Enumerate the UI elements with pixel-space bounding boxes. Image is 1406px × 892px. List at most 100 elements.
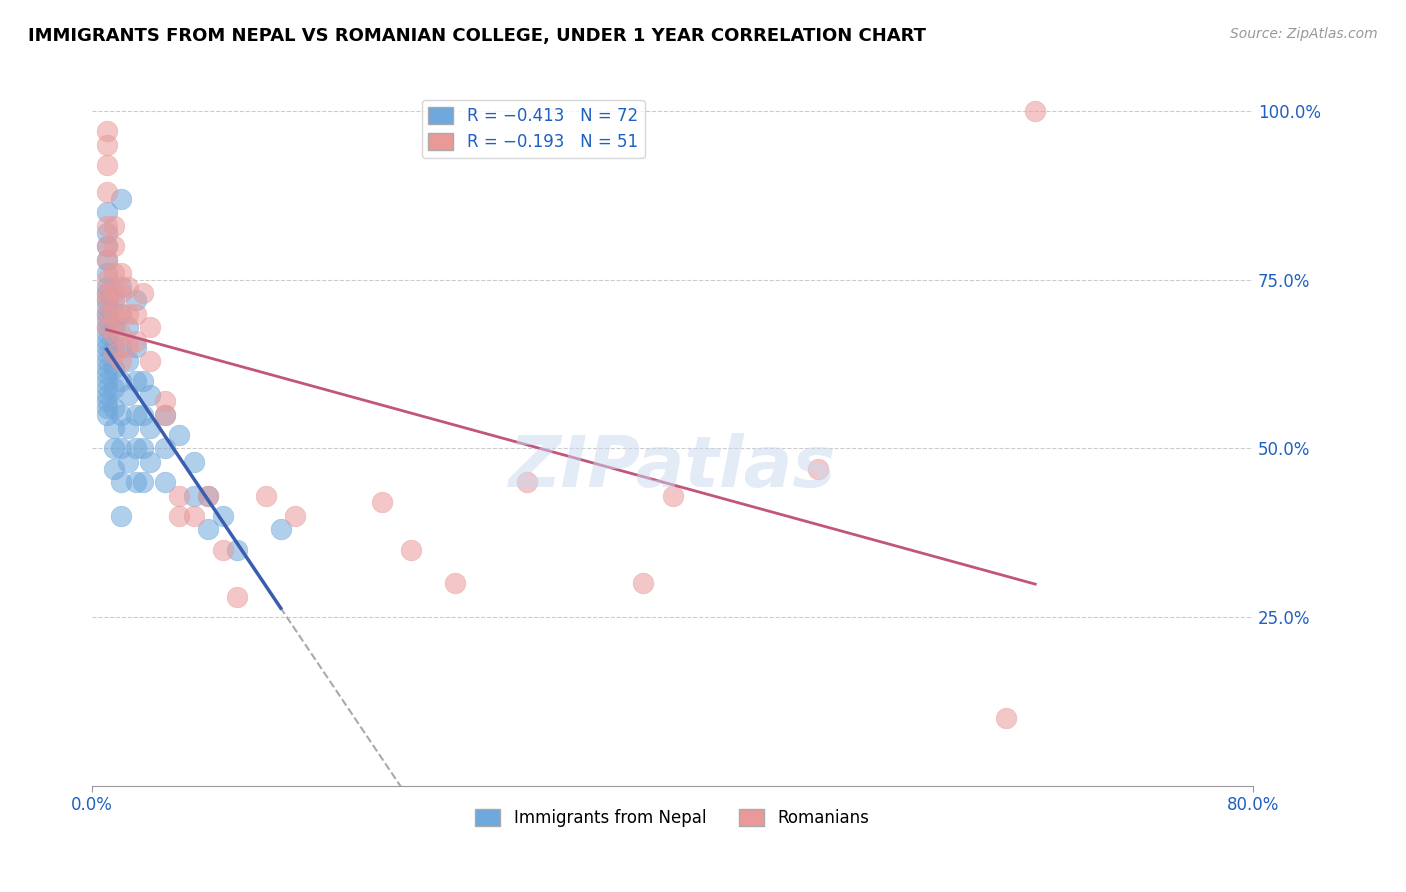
Point	[96, 394, 118, 409]
Point	[183, 455, 205, 469]
Point	[117, 455, 139, 469]
Point	[117, 387, 139, 401]
Point	[110, 408, 132, 422]
Point	[96, 124, 118, 138]
Point	[96, 408, 118, 422]
Point	[103, 326, 125, 341]
Point	[103, 360, 125, 375]
Point	[153, 475, 176, 490]
Point	[96, 266, 118, 280]
Point	[117, 353, 139, 368]
Point	[995, 711, 1018, 725]
Point	[96, 326, 118, 341]
Point	[125, 340, 148, 354]
Point	[110, 475, 132, 490]
Point	[110, 192, 132, 206]
Point	[197, 489, 219, 503]
Point	[117, 340, 139, 354]
Point	[125, 408, 148, 422]
Point	[96, 252, 118, 267]
Point	[661, 489, 683, 503]
Point	[96, 293, 118, 307]
Point	[96, 239, 118, 253]
Point	[117, 279, 139, 293]
Point	[110, 442, 132, 456]
Point	[96, 401, 118, 415]
Point	[103, 381, 125, 395]
Point	[110, 508, 132, 523]
Point	[132, 442, 155, 456]
Point	[103, 307, 125, 321]
Legend: Immigrants from Nepal, Romanians: Immigrants from Nepal, Romanians	[468, 803, 876, 834]
Point	[444, 576, 467, 591]
Point	[103, 461, 125, 475]
Point	[807, 461, 830, 475]
Point	[96, 226, 118, 240]
Point	[139, 387, 162, 401]
Point	[110, 326, 132, 341]
Point	[254, 489, 277, 503]
Point	[139, 320, 162, 334]
Point	[103, 347, 125, 361]
Point	[371, 495, 394, 509]
Point	[183, 489, 205, 503]
Point	[96, 347, 118, 361]
Point	[183, 508, 205, 523]
Point	[110, 266, 132, 280]
Point	[96, 219, 118, 233]
Text: ZIPatlas: ZIPatlas	[509, 433, 837, 501]
Point	[110, 286, 132, 301]
Point	[125, 334, 148, 348]
Point	[96, 273, 118, 287]
Point	[96, 320, 118, 334]
Point	[96, 300, 118, 314]
Point	[96, 252, 118, 267]
Point	[132, 286, 155, 301]
Text: Source: ZipAtlas.com: Source: ZipAtlas.com	[1230, 27, 1378, 41]
Point	[401, 542, 423, 557]
Point	[125, 442, 148, 456]
Point	[139, 353, 162, 368]
Point	[132, 408, 155, 422]
Point	[96, 137, 118, 152]
Point	[110, 307, 132, 321]
Point	[96, 368, 118, 382]
Point	[125, 293, 148, 307]
Point	[110, 279, 132, 293]
Point	[167, 428, 190, 442]
Point	[96, 279, 118, 293]
Point	[96, 185, 118, 199]
Point	[103, 442, 125, 456]
Point	[96, 387, 118, 401]
Point	[103, 320, 125, 334]
Point	[103, 239, 125, 253]
Point	[96, 353, 118, 368]
Point	[284, 508, 307, 523]
Point	[132, 374, 155, 388]
Point	[96, 205, 118, 219]
Point	[103, 293, 125, 307]
Point	[96, 381, 118, 395]
Point	[96, 286, 118, 301]
Point	[125, 475, 148, 490]
Point	[117, 320, 139, 334]
Point	[110, 307, 132, 321]
Point	[153, 408, 176, 422]
Point	[96, 158, 118, 172]
Point	[96, 307, 118, 321]
Point	[153, 394, 176, 409]
Point	[110, 374, 132, 388]
Point	[110, 340, 132, 354]
Point	[211, 542, 233, 557]
Point	[270, 523, 292, 537]
Text: IMMIGRANTS FROM NEPAL VS ROMANIAN COLLEGE, UNDER 1 YEAR CORRELATION CHART: IMMIGRANTS FROM NEPAL VS ROMANIAN COLLEG…	[28, 27, 927, 45]
Point	[110, 353, 132, 368]
Point	[633, 576, 655, 591]
Point	[516, 475, 538, 490]
Point	[96, 293, 118, 307]
Point	[167, 489, 190, 503]
Point	[197, 489, 219, 503]
Point	[139, 421, 162, 435]
Point	[125, 307, 148, 321]
Point	[197, 523, 219, 537]
